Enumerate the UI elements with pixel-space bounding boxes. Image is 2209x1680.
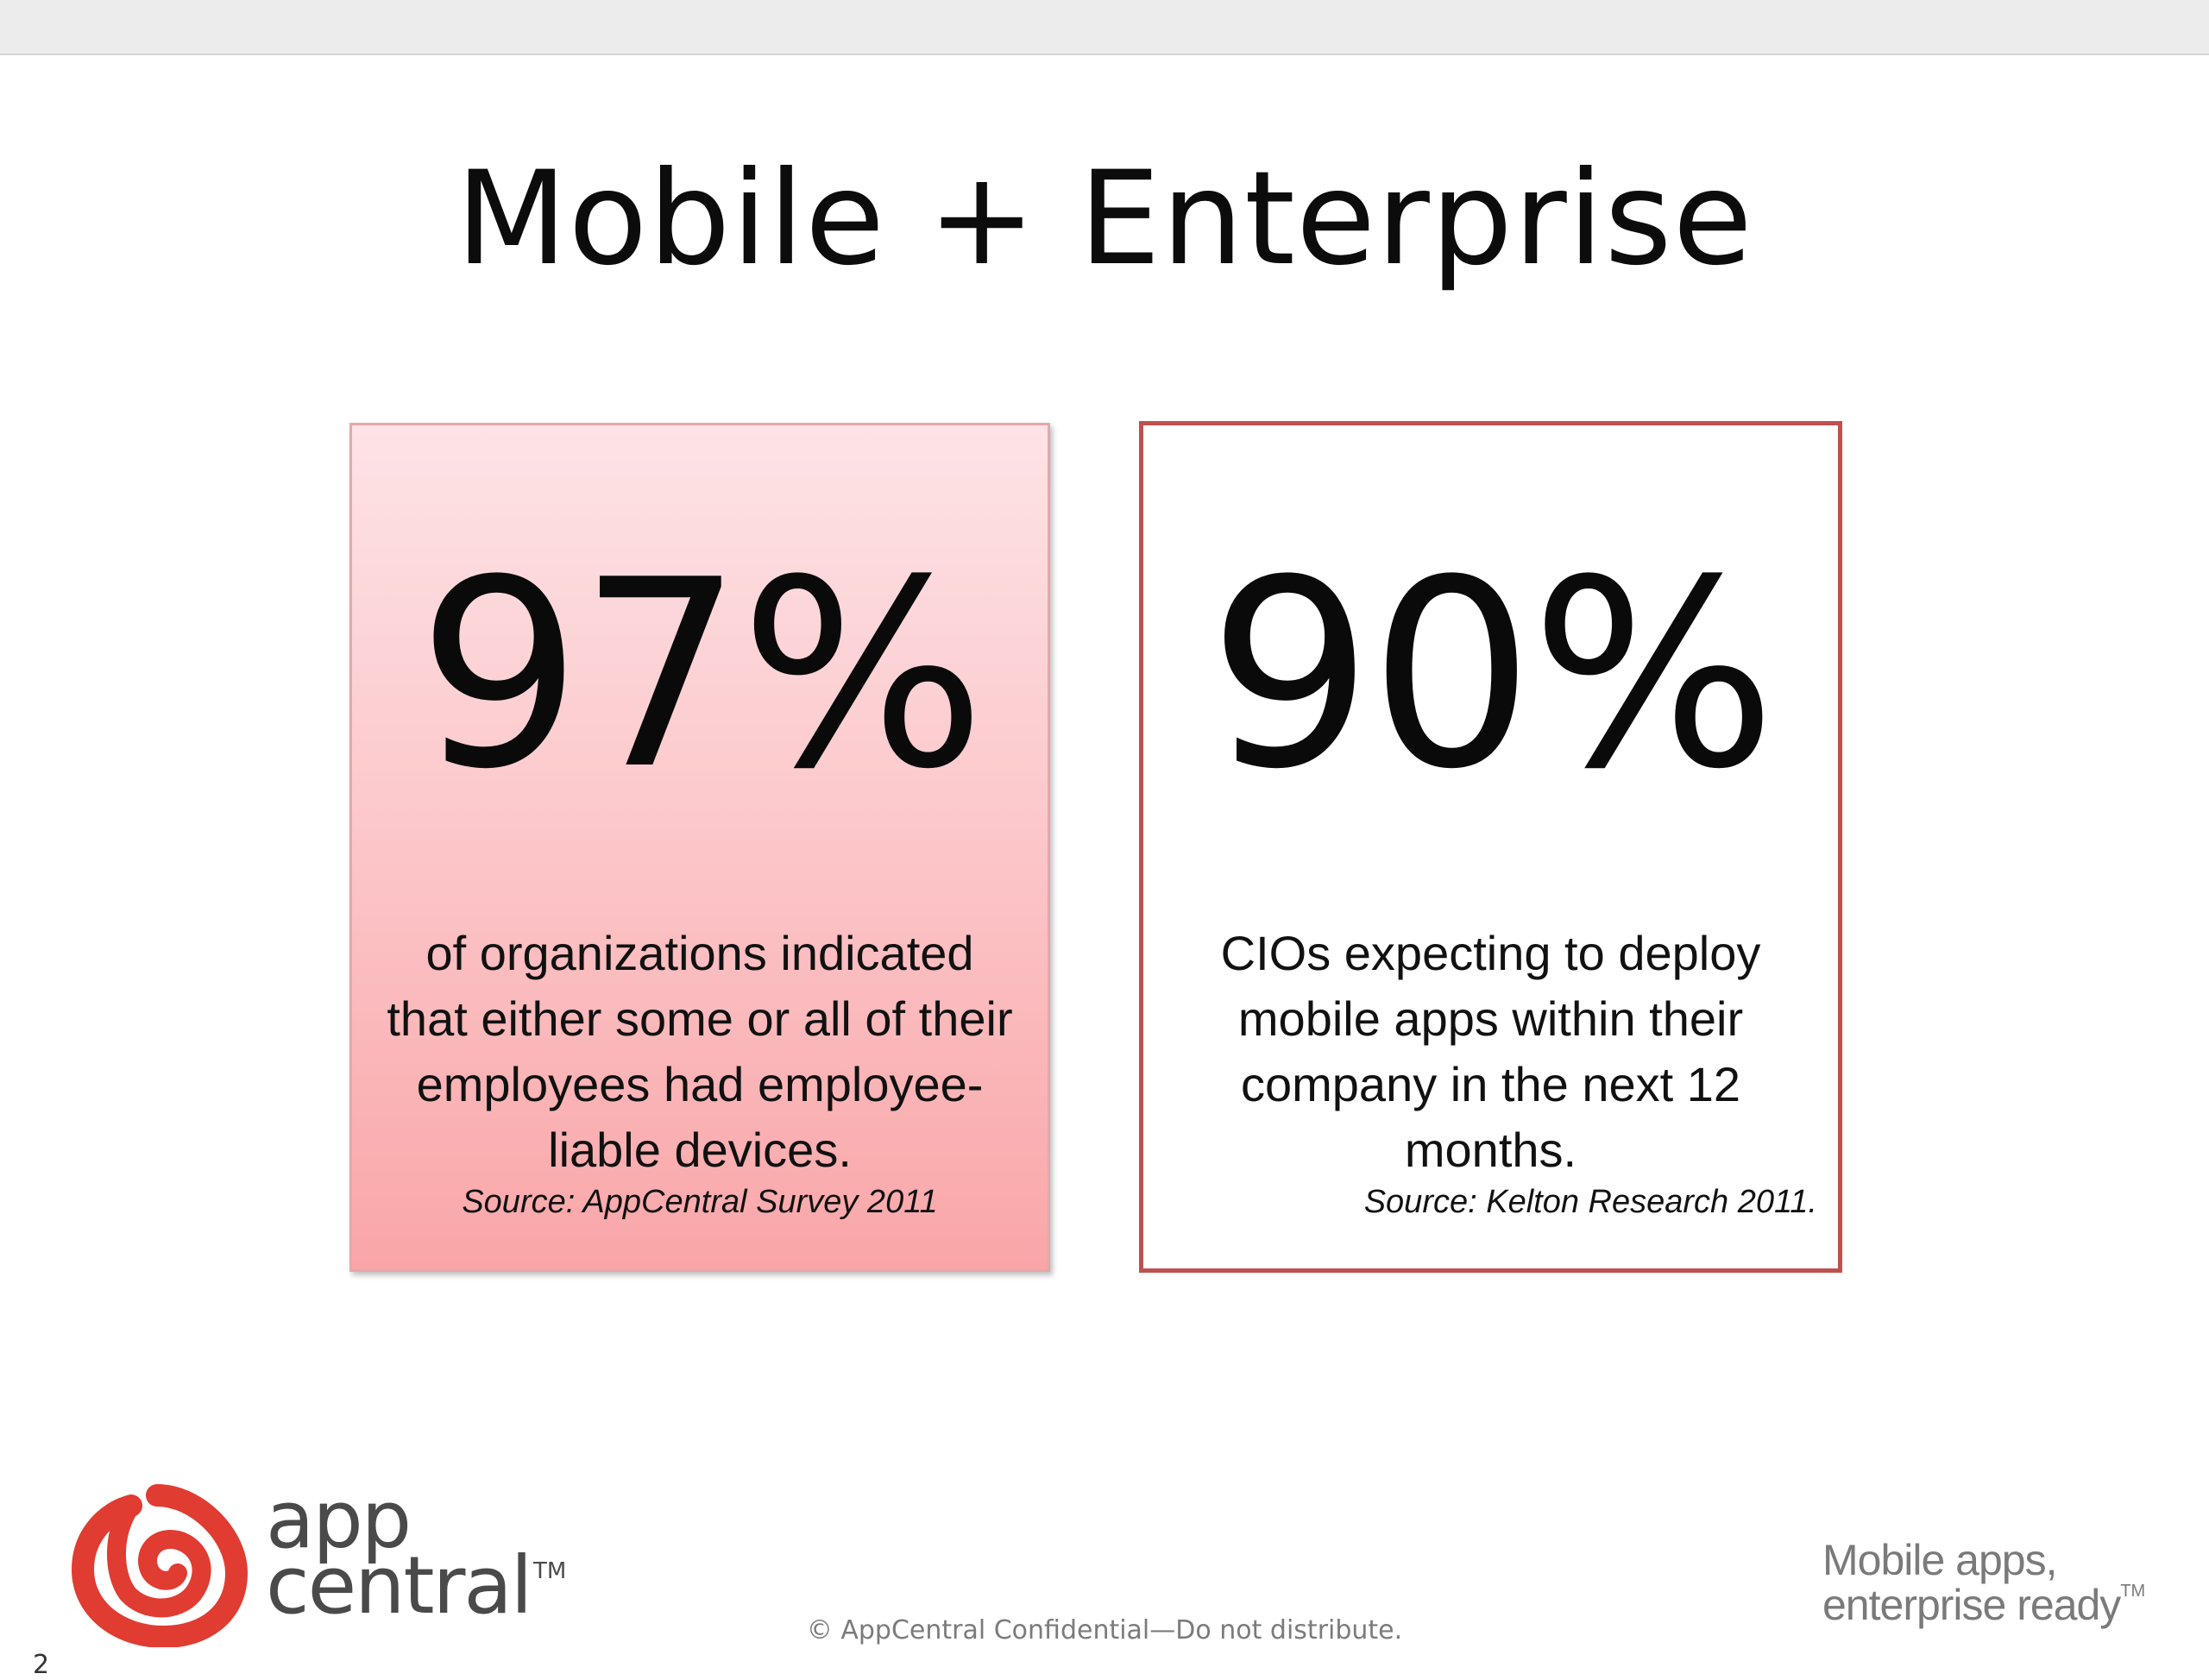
tagline-line2: enterprise ready [1822,1581,2121,1629]
slide: Mobile + Enterprise 97% of organizations… [0,55,2209,1680]
logo-trademark: TM [533,1558,567,1584]
slide-title: Mobile + Enterprise [456,144,1753,294]
logo-line-app: app [266,1474,412,1566]
page-number: 2 [33,1650,50,1680]
tagline: Mobile apps, enterprise readyTM [1822,1538,2145,1627]
stat-description: of organizations indicated that either s… [387,926,1013,1177]
window-top-strip [0,0,2209,55]
tagline-line1: Mobile apps, [1822,1536,2058,1584]
appcentral-spiral-icon [71,1484,249,1647]
stat-card-organizations: 97% of organizations indicated that eith… [349,423,1050,1272]
stat-source: Source: Kelton Research 2011. [1363,1184,1817,1220]
appcentral-logo-text: app central TM [266,1474,566,1632]
stat-card-cios: 90% CIOs expecting to deploy mobile apps… [1139,421,1842,1273]
logo-line-central: central [266,1539,532,1632]
confidential-notice: © AppCentral Confidential—Do not distrib… [806,1615,1403,1645]
stat-description: CIOs expecting to deploy mobile apps wit… [1220,926,1761,1177]
stat-value: 90% [1208,525,1777,826]
stat-source: Source: AppCentral Survey 2011 [462,1184,938,1220]
tagline-trademark: TM [2120,1582,2146,1601]
stat-value: 97% [417,525,986,826]
